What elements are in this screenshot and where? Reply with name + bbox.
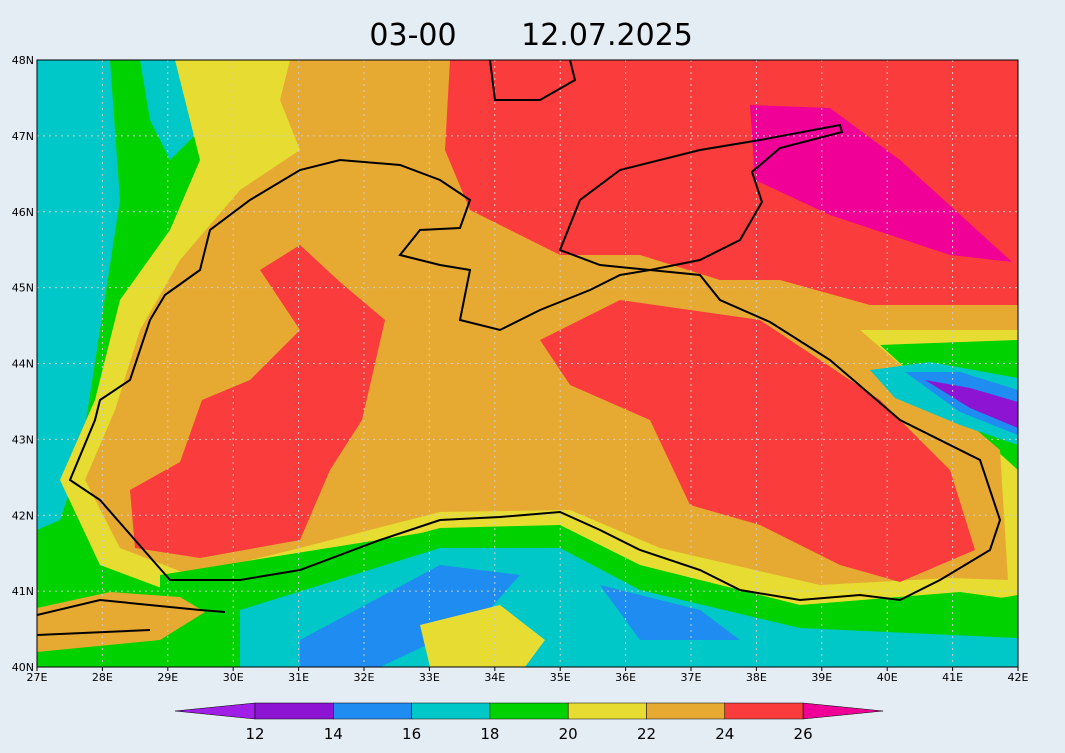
- colorbar-label: 26: [794, 725, 813, 743]
- colorbar-label: 22: [637, 725, 656, 743]
- colorbar-triangle: [802, 702, 884, 720]
- x-tick-label: 34E: [484, 671, 505, 684]
- colorbar-segment: [489, 702, 569, 720]
- x-tick-label: 37E: [681, 671, 702, 684]
- x-tick-label: 33E: [419, 671, 440, 684]
- title-time: 03-00: [369, 18, 456, 53]
- y-tick-label: 47N: [12, 130, 34, 143]
- field-cyan: [37, 60, 120, 530]
- colorbar-triangle: [174, 702, 256, 720]
- x-tick-label: 35E: [550, 671, 571, 684]
- y-tick-label: 45N: [12, 282, 34, 295]
- y-tick-label: 41N: [12, 585, 34, 598]
- field-red: [445, 60, 1018, 305]
- colorbar-label: 14: [324, 725, 343, 743]
- colorbar-label: 20: [559, 725, 578, 743]
- x-tick-label: 27E: [27, 671, 48, 684]
- field-blue: [300, 565, 520, 667]
- colorbar-label: 12: [245, 725, 264, 743]
- x-tick-label: 38E: [746, 671, 767, 684]
- colorbar-segment: [254, 702, 334, 720]
- coastline: [37, 60, 577, 636]
- x-tick-label: 36E: [615, 671, 636, 684]
- x-tick-label: 42E: [1008, 671, 1029, 684]
- colorbar-segment: [333, 702, 412, 720]
- map: [36, 59, 1019, 668]
- title-date: 12.07.2025: [521, 18, 693, 53]
- x-tick-label: 39E: [811, 671, 832, 684]
- colorbar-label: 24: [715, 725, 734, 743]
- field-blue: [600, 585, 740, 640]
- grid: [37, 60, 1018, 667]
- field-blue: [905, 372, 1018, 435]
- x-tick-label: 29E: [157, 671, 178, 684]
- x-tick-label: 40E: [877, 671, 898, 684]
- x-tick-label: 28E: [92, 671, 113, 684]
- x-tick-label: 32E: [354, 671, 375, 684]
- y-tick-label: 48N: [12, 54, 34, 67]
- x-tick-label: 31E: [288, 671, 309, 684]
- colorbar: 12 14 16 18 20 22 24 26: [174, 702, 884, 743]
- axes: 27E 28E 29E 30E 31E 32E 33E 34E 35E 36E 37E 38E 39E 4…: [12, 54, 1029, 684]
- x-tick-label: 30E: [223, 671, 244, 684]
- colorbar-segment: [411, 702, 491, 720]
- colorbar-segment: [724, 702, 804, 720]
- x-tick-label: 41E: [942, 671, 963, 684]
- y-tick-label: 42N: [12, 509, 34, 522]
- y-tick-label: 40N: [12, 661, 34, 674]
- colorbar-label: 18: [480, 725, 499, 743]
- y-tick-label: 43N: [12, 433, 34, 446]
- coastline: [68, 158, 1002, 602]
- field-red: [540, 300, 975, 582]
- coastline: [558, 123, 844, 272]
- map-frame: [36, 59, 1019, 668]
- field-purple: [925, 380, 1018, 428]
- y-tick-label: 46N: [12, 206, 34, 219]
- colorbar-segment: [567, 702, 647, 720]
- colorbar-segment: [646, 702, 726, 720]
- field-magenta: [750, 105, 1012, 262]
- y-tick-label: 44N: [12, 358, 34, 371]
- colorbar-label: 16: [402, 725, 421, 743]
- field-yellow: [420, 605, 545, 667]
- field-red: [130, 245, 385, 558]
